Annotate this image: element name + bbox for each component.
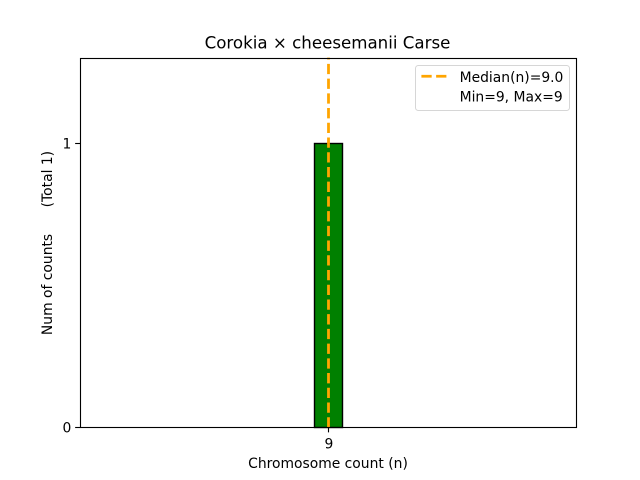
y-tick-label: 0 [62,421,71,437]
legend: Median(n)=9.0 Min=9, Max=9 [415,65,570,111]
chart-title: Corokia × cheesemanii Carse [205,33,451,52]
x-tick-label: 9 [324,436,333,452]
legend-label-median: Median(n)=9.0 [460,70,564,86]
x-axis-label: Chromosome count (n) [248,456,408,472]
plot-area: 0 1 9 [62,57,578,452]
y-axis-label: Num of counts (Total 1) [40,151,56,335]
legend-frame [415,65,570,111]
y-tick-label: 1 [62,136,71,152]
legend-label-minmax: Min=9, Max=9 [460,90,563,106]
